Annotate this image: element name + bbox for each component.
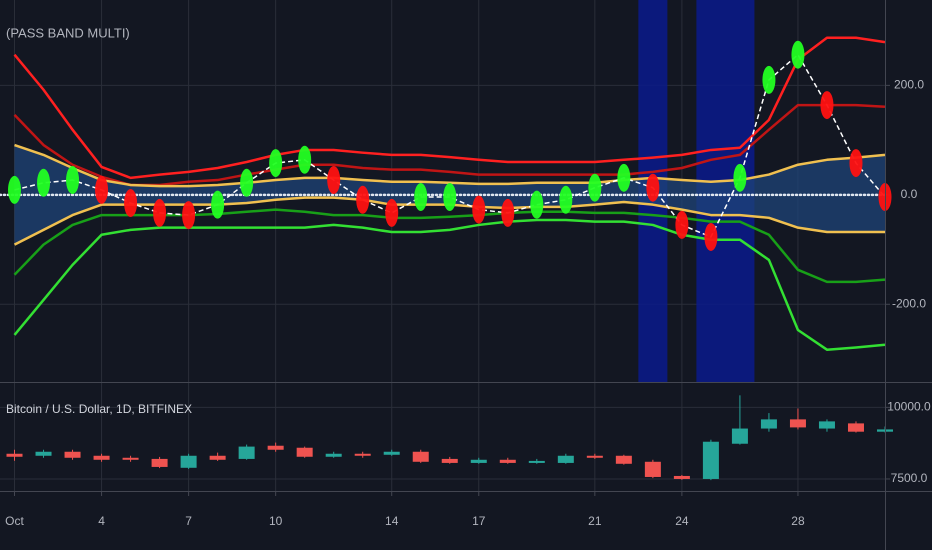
candle-body (296, 447, 313, 457)
oscillator-marker (385, 198, 399, 227)
x-tick-label: 7 (185, 514, 192, 528)
candle-body (93, 455, 110, 460)
candle-body (64, 451, 81, 458)
y-tick-label: 200.0 (894, 78, 924, 92)
band-line (13, 218, 886, 351)
x-tick-label: 14 (385, 514, 399, 528)
candle-body (383, 451, 400, 455)
symbol-title: Bitcoin / U.S. Dollar, 1D, BITFINEX (6, 402, 192, 416)
oscillator-marker (153, 198, 167, 227)
oscillator-marker (414, 183, 428, 212)
candle-body (209, 455, 226, 460)
candle-body (673, 475, 690, 479)
oscillator-marker (588, 173, 602, 202)
x-tick-label: 24 (675, 514, 689, 528)
plot-marks: Oct 4 7 10 14 17 21 24 28 200.0 0.0 -200.0 10000.0 75… (0, 36, 931, 528)
oscillator-marker (733, 163, 747, 192)
oscillator-marker (8, 175, 22, 204)
oscillator-marker (327, 166, 341, 195)
candle-body (615, 455, 632, 464)
band-line (13, 36, 886, 180)
candle-body (151, 458, 168, 467)
oscillator-marker (240, 168, 254, 197)
candle-body (470, 459, 487, 463)
candle-body (528, 460, 545, 463)
oscillator-marker (472, 195, 486, 224)
y-tick-label: 0.0 (901, 187, 918, 201)
oscillator-marker (298, 145, 312, 174)
y-tick-label: 7500.0 (891, 471, 928, 485)
oscillator-marker (269, 149, 283, 178)
x-tick-label: Oct (5, 514, 24, 528)
y-tick-label: -200.0 (892, 296, 926, 310)
candle-body (789, 419, 806, 428)
oscillator-marker (37, 168, 51, 197)
candle-body (586, 455, 603, 458)
oscillator-marker (182, 201, 196, 230)
oscillator-marker (820, 91, 834, 120)
candle-body (499, 459, 516, 463)
oscillator-marker (530, 190, 544, 219)
candle-body (354, 453, 371, 456)
oscillator-marker (675, 210, 689, 239)
x-tick-label: 21 (588, 514, 602, 528)
oscillator-marker (617, 163, 631, 192)
oscillator-marker (704, 222, 718, 251)
candle-body (557, 455, 574, 463)
oscillator-marker (791, 40, 805, 69)
oscillator-marker (762, 65, 776, 94)
candle-body (760, 419, 777, 429)
oscillator-marker (646, 173, 660, 202)
oscillator-marker (443, 183, 457, 212)
candle-body (180, 455, 197, 468)
candle-body (644, 461, 661, 477)
candle-body (818, 421, 835, 429)
oscillator-marker (124, 189, 138, 218)
oscillator-marker (849, 149, 863, 178)
candle-body (731, 428, 748, 444)
candle-body (6, 453, 23, 457)
candle-body (702, 441, 719, 479)
oscillator-marker (66, 166, 80, 195)
candle-body (847, 423, 864, 432)
oscillator-marker (501, 198, 515, 227)
oscillator-marker (356, 185, 370, 214)
candle-body (325, 453, 342, 457)
x-tick-label: 4 (98, 514, 105, 528)
oscillator-marker (559, 185, 573, 214)
candle-body (412, 451, 429, 462)
x-tick-label: 17 (472, 514, 486, 528)
candle-body (267, 445, 284, 450)
oscillator-marker (211, 190, 225, 219)
y-tick-label: 10000.0 (887, 400, 931, 414)
candle-body (35, 451, 52, 456)
indicator-title: (PASS BAND MULTI) (6, 25, 130, 40)
candle-body (441, 458, 458, 463)
x-tick-label: 10 (269, 514, 283, 528)
candle-body (122, 457, 139, 460)
candle-body (238, 446, 255, 459)
x-tick-label: 28 (791, 514, 805, 528)
oscillator-marker (95, 175, 109, 204)
